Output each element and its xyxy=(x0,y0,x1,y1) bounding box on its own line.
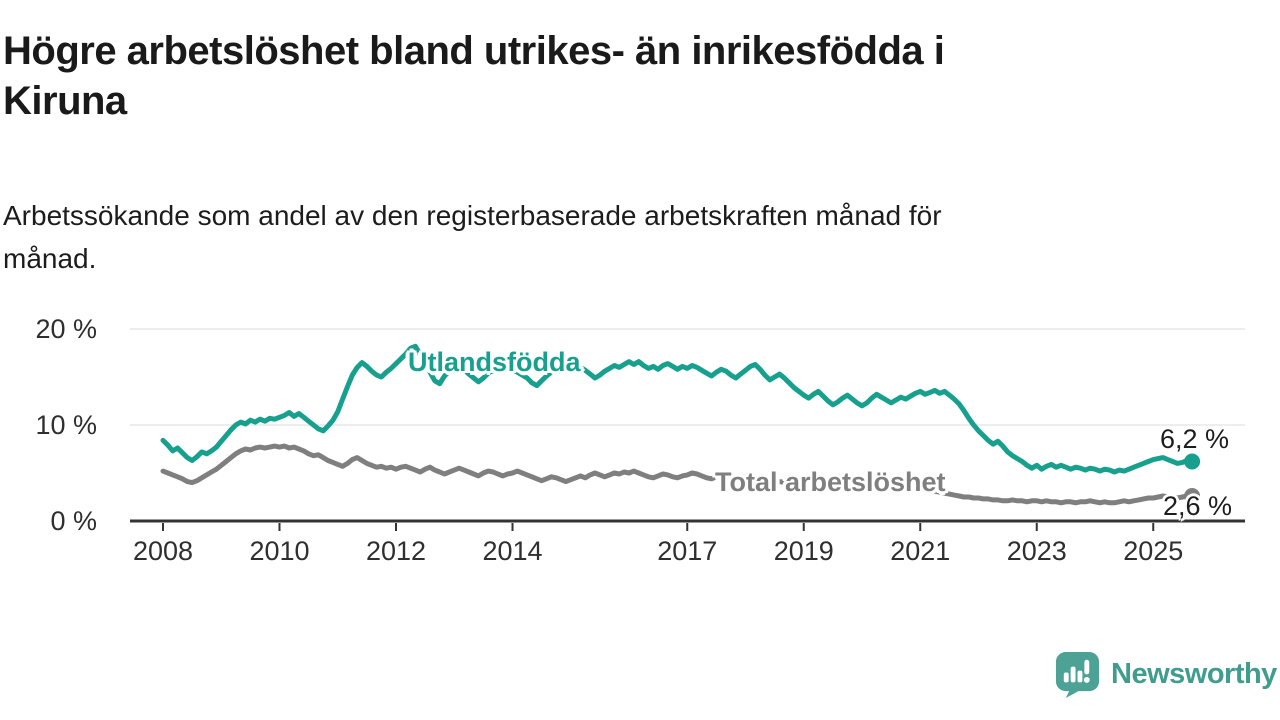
x-tick-label: 2012 xyxy=(365,536,427,566)
y-tick-label: 10 % xyxy=(35,410,97,440)
subtitle-line-2: månad. xyxy=(3,243,97,274)
x-tick-label: 2019 xyxy=(773,536,834,566)
chart-subtitle: Arbetssökande som andel av den registerb… xyxy=(3,194,1253,280)
end-dot-total-arbetsl-shet xyxy=(1184,488,1201,505)
series-label-utlandsfodda: Utlandsfödda xyxy=(408,347,581,377)
end-dot-utlandsf-dda xyxy=(1184,453,1201,470)
series-label-total-arbetsloshet: Total arbetslöshet xyxy=(715,467,946,497)
y-tick-label: 20 % xyxy=(35,314,97,344)
series-line-total-arbetsl-shet xyxy=(160,443,1195,506)
x-tick-label: 2014 xyxy=(482,536,543,566)
y-tick-label: 0 % xyxy=(50,506,97,536)
x-tick-label: 2021 xyxy=(890,536,951,566)
title-line-1: Högre arbetslöshet bland utrikes- än inr… xyxy=(3,29,945,73)
end-value-label-utlandsfodda: 6,2 % xyxy=(1160,424,1230,454)
newsworthy-logo-icon xyxy=(1055,651,1100,698)
x-tick-label: 2010 xyxy=(249,536,310,566)
title-line-2: Kiruna xyxy=(3,79,127,123)
x-tick-label: 2008 xyxy=(132,536,194,566)
x-tick-label: 2023 xyxy=(1006,536,1067,566)
newsworthy-branding: Newsworthy xyxy=(1054,650,1277,698)
brand-name: Newsworthy xyxy=(1111,657,1277,690)
series-line-utlandsf-dda xyxy=(160,343,1195,475)
x-tick-label: 2017 xyxy=(657,536,718,566)
x-tick-label: 2025 xyxy=(1123,536,1184,566)
end-value-label-total: 2,6 % xyxy=(1163,491,1233,521)
subtitle-line-1: Arbetssökande som andel av den registerb… xyxy=(3,200,942,231)
page-title: Högre arbetslöshet bland utrikes- än inr… xyxy=(3,26,1253,126)
